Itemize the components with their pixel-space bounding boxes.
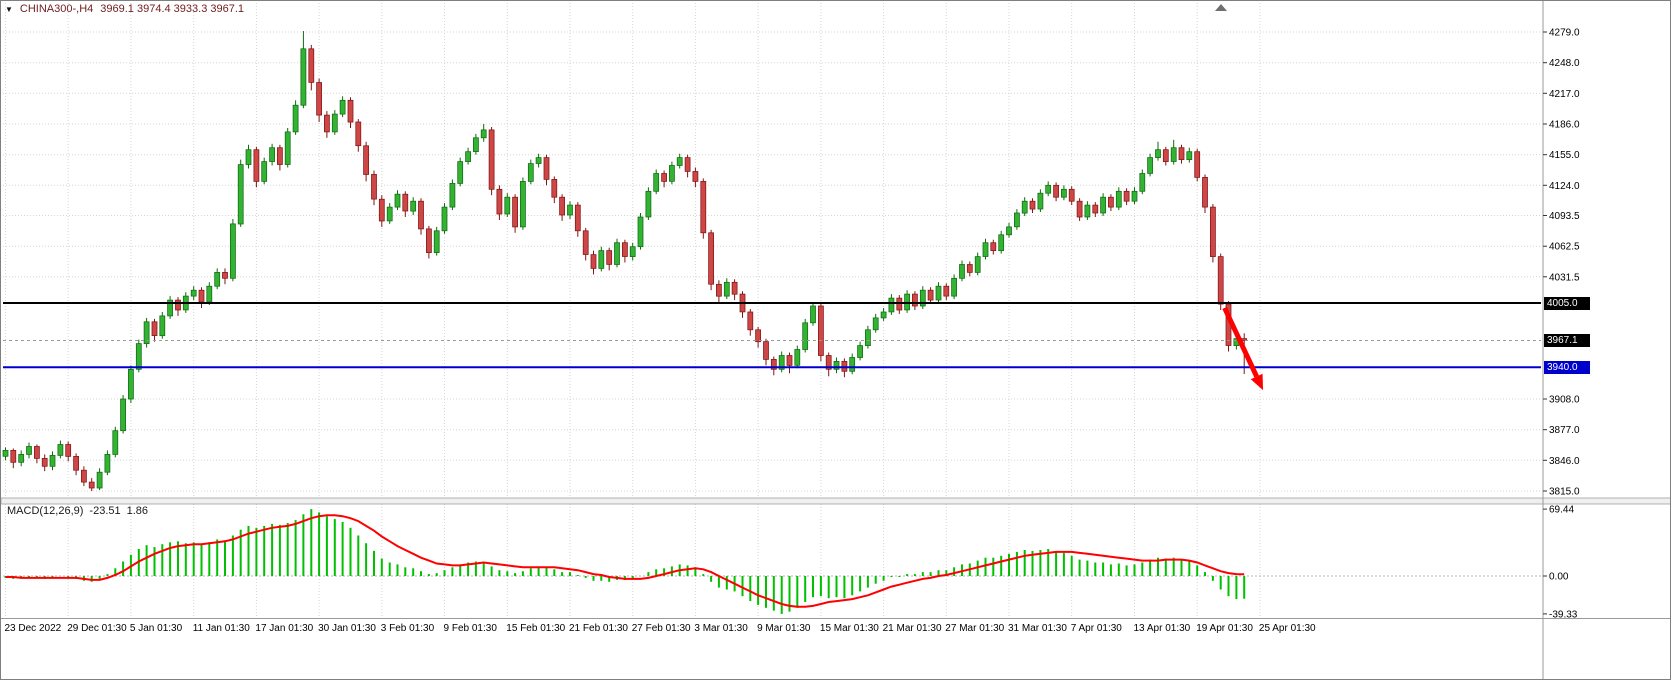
svg-text:4062.5: 4062.5 <box>1549 242 1580 253</box>
svg-text:9 Feb 01:30: 9 Feb 01:30 <box>444 623 498 634</box>
macd-pane <box>3 509 1541 614</box>
price-axis-labels: 4279.0 4248.0 4217.0 4186.0 4155.0 4124.0 4093… <box>1543 28 1580 498</box>
svg-text:69.44: 69.44 <box>1549 505 1574 516</box>
svg-text:3846.0: 3846.0 <box>1549 456 1580 467</box>
svg-text:27 Mar 01:30: 27 Mar 01:30 <box>945 623 1004 634</box>
candles-layer <box>2 31 1248 491</box>
macd-axis-labels: 69.44 0.00 -39.33 <box>1543 505 1578 620</box>
time-axis-labels: 23 Dec 2022 29 Dec 01:30 5 Jan 01:30 11 Jan… <box>5 623 1317 634</box>
svg-text:9 Mar 01:30: 9 Mar 01:30 <box>757 623 811 634</box>
svg-text:19 Apr 01:30: 19 Apr 01:30 <box>1196 623 1253 634</box>
svg-text:27 Feb 01:30: 27 Feb 01:30 <box>632 623 691 634</box>
svg-text:17 Jan 01:30: 17 Jan 01:30 <box>255 623 313 634</box>
macd-main-value: -23.51 <box>89 505 121 517</box>
svg-text:13 Apr 01:30: 13 Apr 01:30 <box>1134 623 1191 634</box>
svg-text:7 Apr 01:30: 7 Apr 01:30 <box>1071 623 1123 634</box>
trend-arrow <box>1222 306 1264 391</box>
macd-signal-line <box>5 514 1245 608</box>
macd-signal-value: 1.86 <box>126 505 149 517</box>
svg-text:21 Feb 01:30: 21 Feb 01:30 <box>569 623 628 634</box>
svg-text:3 Feb 01:30: 3 Feb 01:30 <box>381 623 435 634</box>
svg-text:23 Dec 2022: 23 Dec 2022 <box>5 623 62 634</box>
svg-text:30 Jan 01:30: 30 Jan 01:30 <box>318 623 376 634</box>
svg-text:31 Mar 01:30: 31 Mar 01:30 <box>1008 623 1067 634</box>
one-click-trading-toggle-icon[interactable]: ▼ <box>5 4 13 14</box>
chart-shift-marker-icon <box>1215 4 1227 11</box>
macd-indicator-header: MACD(12,26,9) -23.51 1.86 <box>7 505 148 517</box>
price-tag-resistance: 4005.0 <box>1544 297 1590 310</box>
svg-text:4155.0: 4155.0 <box>1549 150 1580 161</box>
svg-text:3877.0: 3877.0 <box>1549 425 1580 436</box>
svg-text:4248.0: 4248.0 <box>1549 58 1580 69</box>
svg-text:29 Dec 01:30: 29 Dec 01:30 <box>67 623 127 634</box>
macd-indicator-label: MACD(12,26,9) <box>7 505 84 517</box>
grid <box>3 3 1541 618</box>
svg-text:11 Jan 01:30: 11 Jan 01:30 <box>193 623 251 634</box>
price-tag-support: 3940.0 <box>1544 361 1590 374</box>
svg-text:15 Feb 01:30: 15 Feb 01:30 <box>506 623 565 634</box>
svg-text:4031.5: 4031.5 <box>1549 272 1580 283</box>
svg-text:3 Mar 01:30: 3 Mar 01:30 <box>694 623 748 634</box>
svg-text:0.00: 0.00 <box>1549 572 1569 583</box>
svg-text:4279.0: 4279.0 <box>1549 28 1580 39</box>
svg-text:21 Mar 01:30: 21 Mar 01:30 <box>883 623 942 634</box>
ohlc-readout: 3969.1 3974.4 3933.3 3967.1 <box>100 3 245 15</box>
svg-text:4124.0: 4124.0 <box>1549 181 1580 192</box>
svg-text:-39.33: -39.33 <box>1549 609 1578 620</box>
svg-text:4186.0: 4186.0 <box>1549 120 1580 131</box>
svg-text:4093.5: 4093.5 <box>1549 211 1580 222</box>
svg-text:5 Jan 01:30: 5 Jan 01:30 <box>130 623 183 634</box>
symbol-timeframe-label: CHINA300-,H4 <box>19 3 94 15</box>
price-tag-current: 3967.1 <box>1544 334 1590 347</box>
chart-header: ▼ CHINA300-,H4 3969.1 3974.4 3933.3 3967… <box>5 3 244 15</box>
horizontal-lines <box>3 302 1541 369</box>
svg-text:4217.0: 4217.0 <box>1549 89 1580 100</box>
svg-text:3908.0: 3908.0 <box>1549 395 1580 406</box>
svg-text:15 Mar 01:30: 15 Mar 01:30 <box>820 623 879 634</box>
svg-text:25 Apr 01:30: 25 Apr 01:30 <box>1259 623 1316 634</box>
svg-text:3815.0: 3815.0 <box>1549 487 1580 498</box>
